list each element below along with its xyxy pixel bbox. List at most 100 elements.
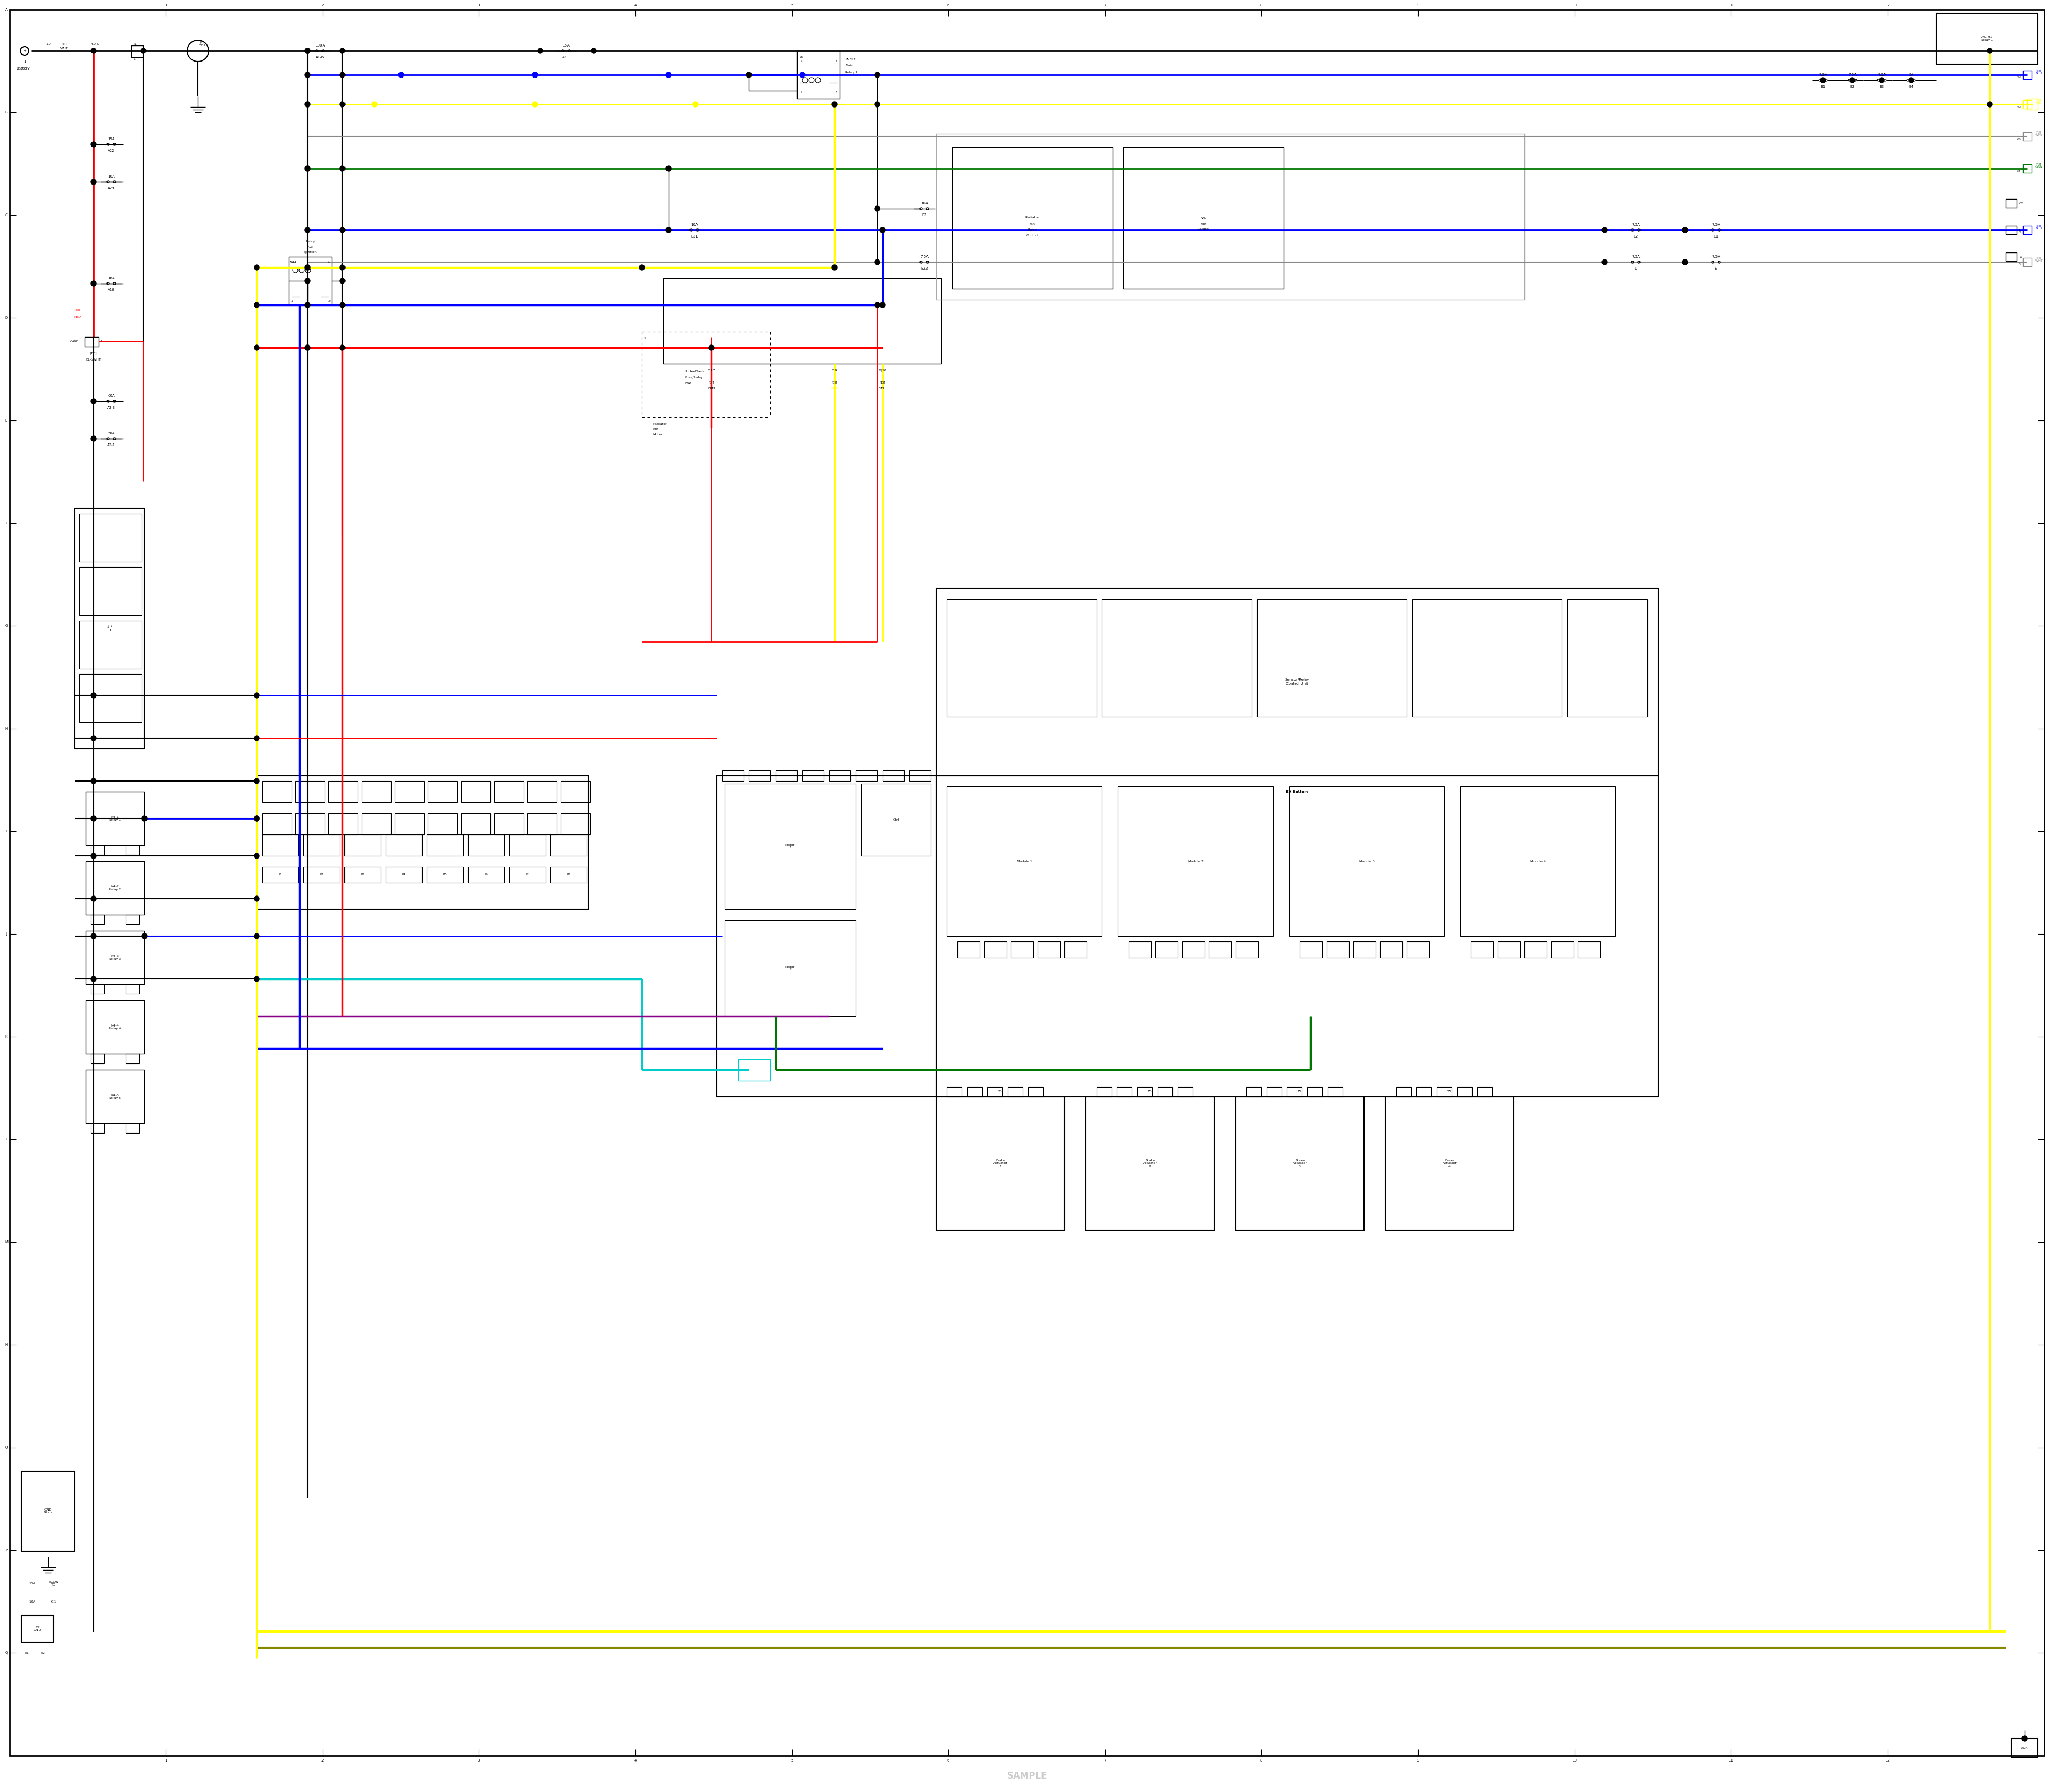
Circle shape	[255, 853, 259, 858]
Bar	[2023, 133, 2031, 142]
Circle shape	[90, 815, 97, 821]
Circle shape	[2021, 1736, 2027, 1742]
Text: Main: Main	[844, 65, 852, 66]
Text: 1: 1	[164, 4, 166, 7]
Text: A22: A22	[107, 149, 115, 152]
Bar	[468, 867, 505, 883]
Circle shape	[142, 815, 148, 821]
Text: 8: 8	[1259, 1758, 1263, 1762]
Bar	[1524, 941, 1547, 957]
Text: 6: 6	[947, 1758, 949, 1762]
Text: 4: 4	[329, 262, 331, 263]
Text: A21: A21	[563, 56, 569, 59]
Bar	[2007, 226, 2017, 235]
Bar	[550, 867, 587, 883]
Text: 1: 1	[643, 337, 645, 339]
Bar	[947, 1088, 961, 1097]
Bar	[125, 1054, 140, 1063]
Bar	[528, 814, 557, 835]
Bar	[1327, 1088, 1343, 1097]
Bar	[1407, 941, 1430, 957]
Text: 1: 1	[101, 340, 103, 342]
Bar	[1087, 1097, 1214, 1231]
Text: P1: P1	[279, 873, 281, 876]
Text: Module 1: Module 1	[1017, 860, 1031, 862]
Circle shape	[90, 435, 97, 441]
Bar	[86, 930, 144, 984]
Circle shape	[90, 853, 97, 858]
Text: B2: B2	[922, 213, 926, 217]
Bar	[2023, 70, 2031, 79]
Circle shape	[90, 896, 97, 901]
Text: T5: T5	[1448, 1090, 1452, 1093]
Text: [EJ]
YEL: [EJ] YEL	[2036, 99, 2042, 104]
Circle shape	[1908, 77, 1914, 82]
Text: 1: 1	[134, 57, 136, 61]
Text: 100A: 100A	[314, 43, 325, 47]
Text: A1-6: A1-6	[316, 56, 325, 59]
Text: Relay: Relay	[306, 240, 314, 244]
Circle shape	[665, 167, 672, 172]
Circle shape	[304, 48, 310, 54]
Circle shape	[255, 815, 259, 821]
Circle shape	[532, 102, 538, 108]
Bar	[984, 941, 1006, 957]
Bar	[723, 771, 744, 781]
Text: K: K	[6, 1036, 8, 1038]
Text: Sensor/Relay
Control Unit: Sensor/Relay Control Unit	[1286, 679, 1308, 686]
Bar	[1154, 941, 1177, 957]
Text: EV Battery: EV Battery	[1286, 790, 1308, 794]
Text: Ignition: Ignition	[304, 251, 316, 254]
Text: 1: 1	[290, 299, 292, 303]
Circle shape	[692, 102, 698, 108]
Bar	[2027, 99, 2038, 109]
Circle shape	[1851, 77, 1855, 82]
Bar	[125, 846, 140, 855]
Circle shape	[875, 303, 879, 308]
Bar	[427, 867, 464, 883]
Bar	[86, 862, 144, 914]
Text: E1: E1	[25, 1652, 29, 1654]
Text: P: P	[6, 1548, 8, 1552]
Text: 7.5A: 7.5A	[920, 254, 928, 258]
Bar	[1158, 1088, 1173, 1097]
Circle shape	[90, 142, 97, 147]
Text: [EJ]
GRN: [EJ] GRN	[2036, 163, 2042, 168]
Circle shape	[339, 303, 345, 308]
Text: D: D	[1635, 267, 1637, 271]
Circle shape	[372, 102, 378, 108]
Text: C2: C2	[2019, 202, 2023, 204]
Bar	[329, 814, 357, 835]
Text: ORN: ORN	[830, 387, 838, 389]
Text: WHT: WHT	[60, 47, 68, 50]
Text: N: N	[4, 1344, 8, 1346]
Bar	[362, 814, 390, 835]
Text: 10: 10	[1571, 1758, 1577, 1762]
Text: P7: P7	[526, 873, 530, 876]
Text: B22: B22	[920, 267, 928, 271]
Text: D: D	[2019, 256, 2021, 258]
Text: O: O	[4, 1446, 8, 1450]
Text: 59: 59	[2017, 106, 2021, 108]
Text: [EJ]
BLU: [EJ] BLU	[2036, 224, 2042, 229]
Circle shape	[1820, 77, 1826, 82]
Text: B31: B31	[690, 235, 698, 238]
Circle shape	[255, 735, 259, 740]
Bar	[80, 514, 142, 561]
Text: 2: 2	[320, 4, 325, 7]
Text: 6: 6	[947, 4, 949, 7]
Text: GND: GND	[2021, 1747, 2027, 1749]
Circle shape	[1682, 260, 1688, 265]
Text: 7.5A: 7.5A	[1877, 73, 1886, 77]
Circle shape	[255, 896, 259, 901]
Circle shape	[90, 934, 97, 939]
Bar	[86, 1000, 144, 1054]
Circle shape	[538, 48, 542, 54]
Circle shape	[879, 303, 885, 308]
Text: Box: Box	[684, 382, 690, 385]
Bar	[394, 781, 425, 803]
Circle shape	[532, 72, 538, 77]
Bar	[937, 776, 1658, 1097]
Text: Fan: Fan	[1202, 222, 1206, 226]
Text: N4-3
Relay 3: N4-3 Relay 3	[109, 955, 121, 961]
